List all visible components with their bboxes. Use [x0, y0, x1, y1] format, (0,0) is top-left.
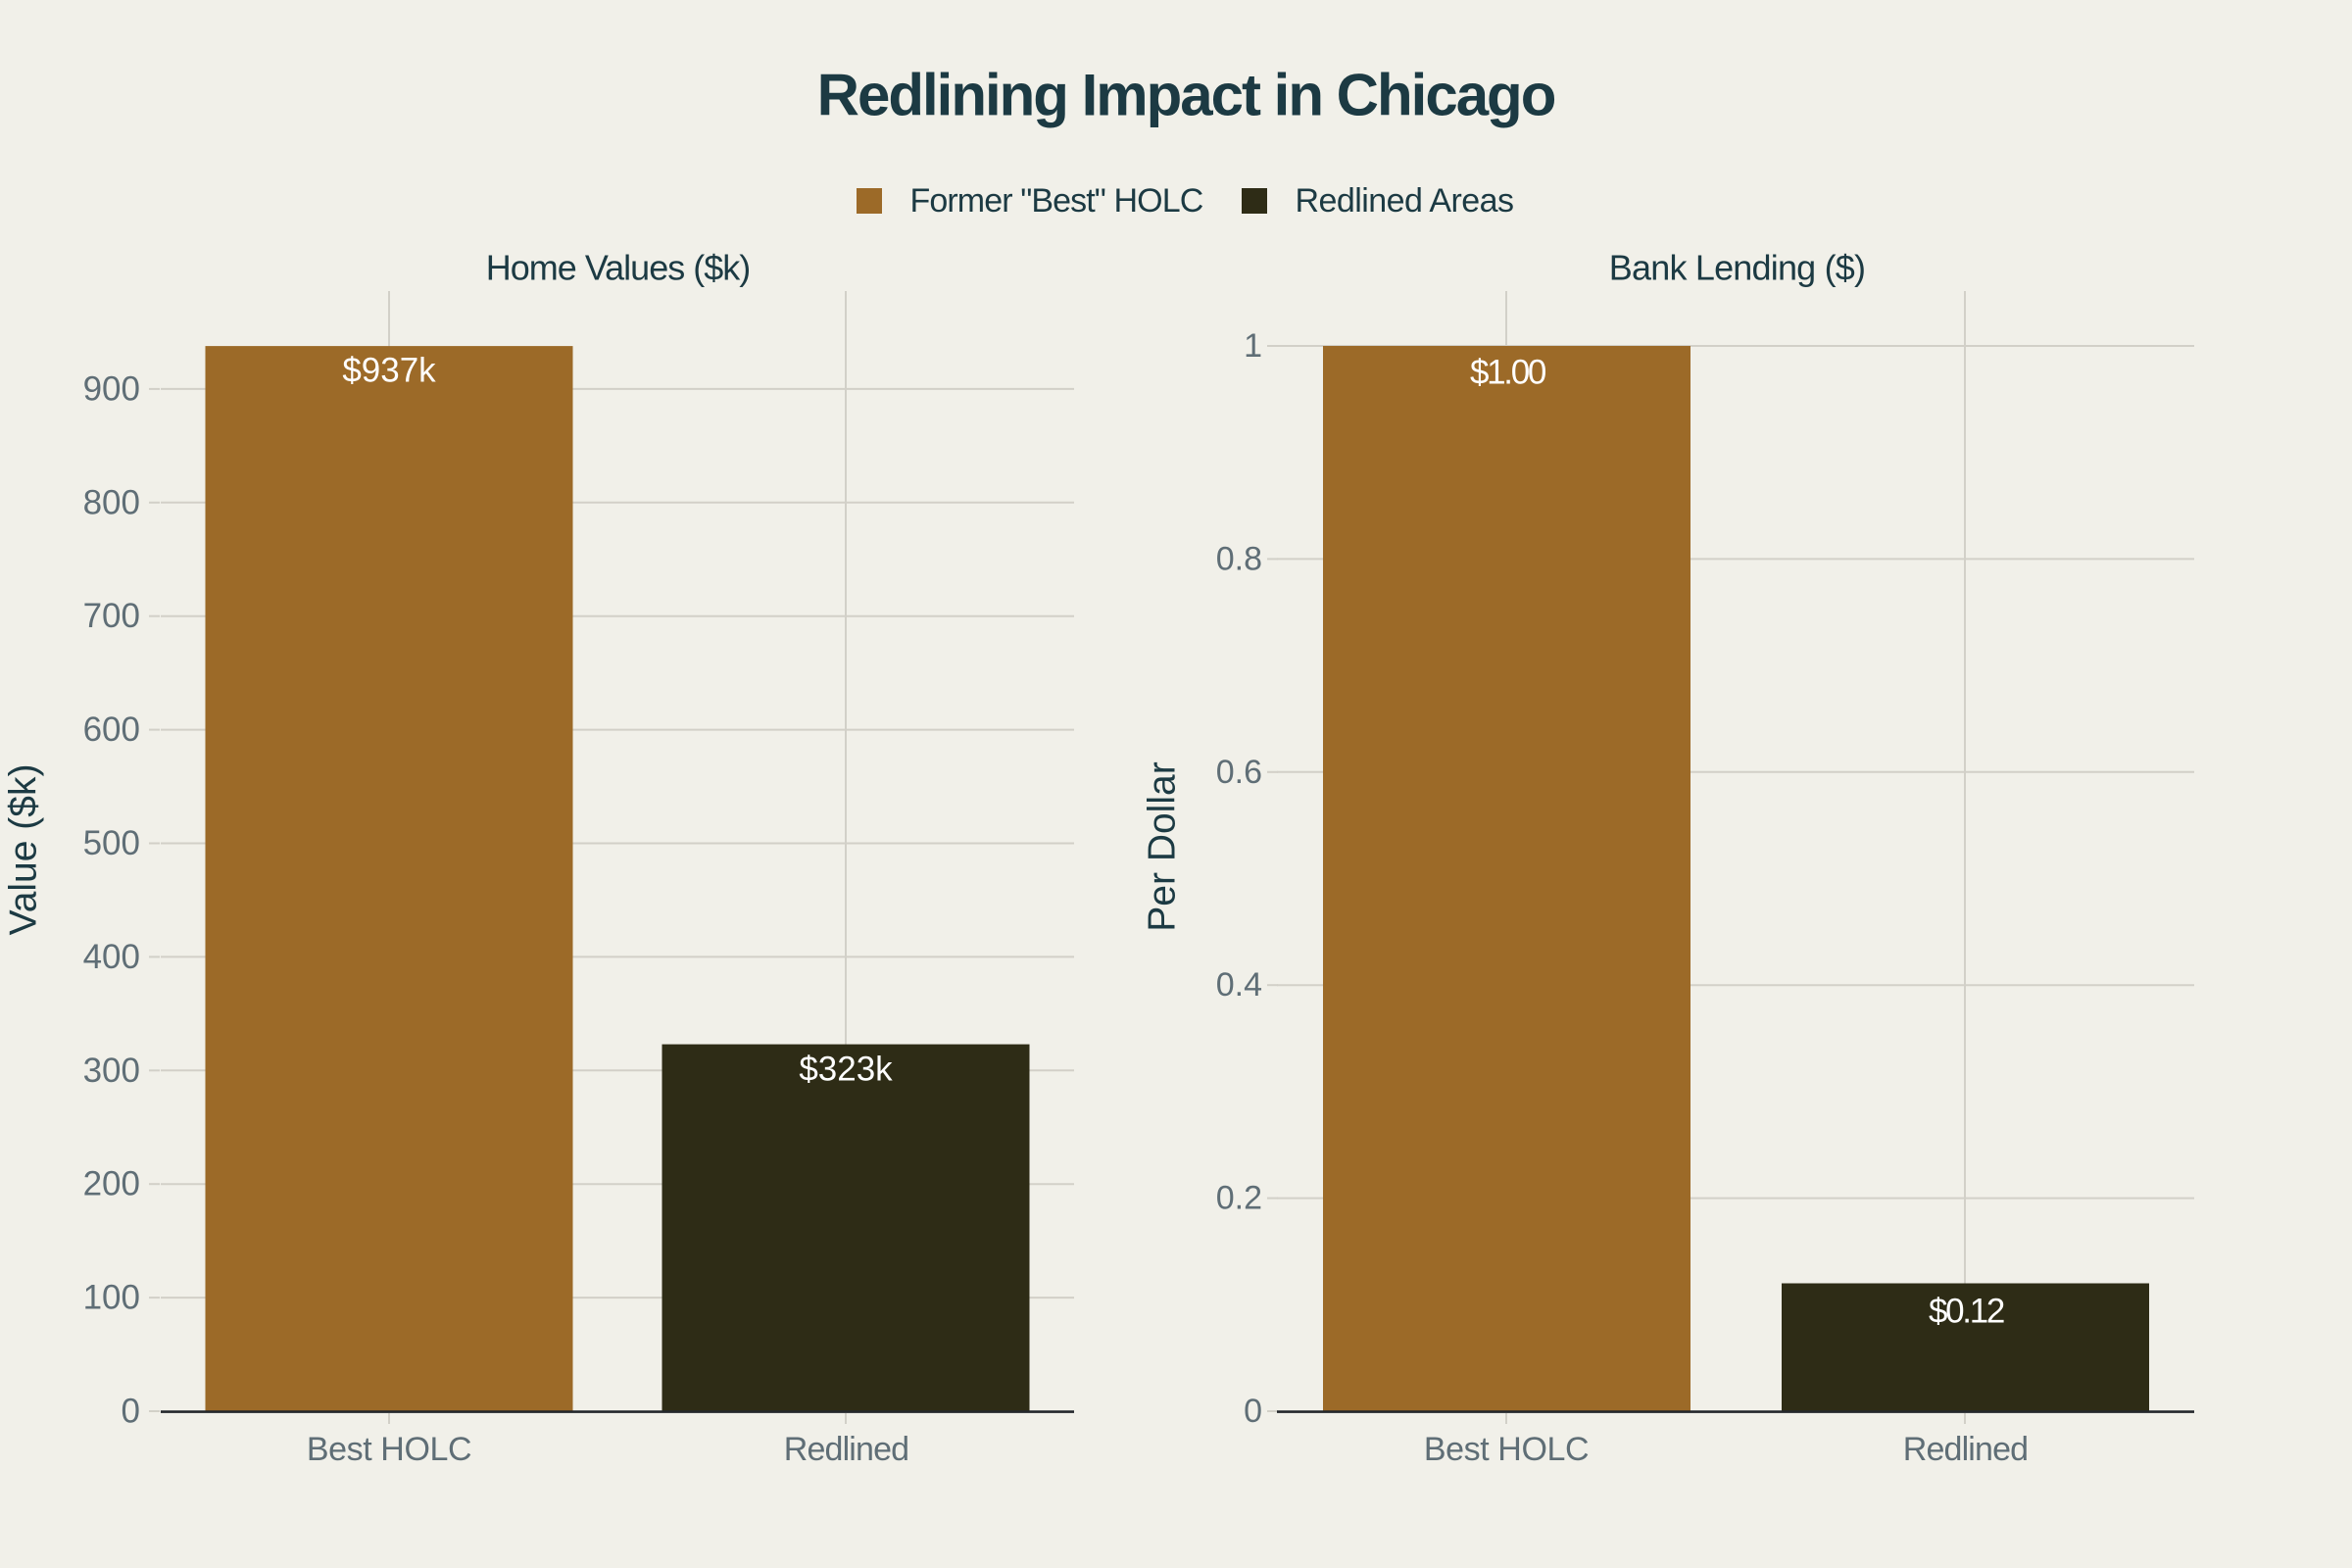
svg-text:0.6: 0.6: [1216, 754, 1262, 791]
svg-text:200: 200: [83, 1165, 140, 1203]
svg-text:100: 100: [83, 1279, 140, 1317]
svg-text:800: 800: [83, 483, 140, 521]
svg-text:Bank Lending ($): Bank Lending ($): [1609, 248, 1865, 288]
svg-text:700: 700: [83, 597, 140, 635]
svg-text:0: 0: [122, 1393, 140, 1431]
svg-text:600: 600: [83, 710, 140, 749]
svg-text:$0.12: $0.12: [1929, 1293, 2004, 1331]
svg-text:1: 1: [1244, 327, 1262, 365]
svg-text:0.2: 0.2: [1216, 1180, 1262, 1217]
svg-text:900: 900: [83, 369, 140, 408]
svg-text:Redlined: Redlined: [784, 1431, 908, 1468]
svg-text:Best HOLC: Best HOLC: [307, 1431, 471, 1468]
svg-text:Redlining Impact in Chicago: Redlining Impact in Chicago: [817, 63, 1555, 128]
svg-text:0.8: 0.8: [1216, 540, 1262, 577]
svg-text:Best HOLC: Best HOLC: [1424, 1431, 1589, 1468]
svg-text:0: 0: [1244, 1393, 1262, 1430]
svg-text:$1.00: $1.00: [1470, 354, 1546, 392]
svg-text:Redlined Areas: Redlined Areas: [1296, 182, 1514, 220]
svg-text:Redlined: Redlined: [1903, 1431, 2028, 1468]
svg-text:400: 400: [83, 938, 140, 976]
svg-text:Per Dollar: Per Dollar: [1142, 761, 1184, 931]
svg-text:Value ($k): Value ($k): [3, 764, 45, 936]
svg-text:0.4: 0.4: [1216, 966, 1262, 1004]
svg-text:300: 300: [83, 1052, 140, 1090]
svg-text:$323k: $323k: [799, 1051, 893, 1089]
svg-text:$937k: $937k: [342, 352, 436, 390]
svg-text:Home Values ($k): Home Values ($k): [486, 248, 750, 288]
svg-text:500: 500: [83, 824, 140, 862]
svg-text:Former "Best" HOLC: Former "Best" HOLC: [910, 182, 1203, 220]
